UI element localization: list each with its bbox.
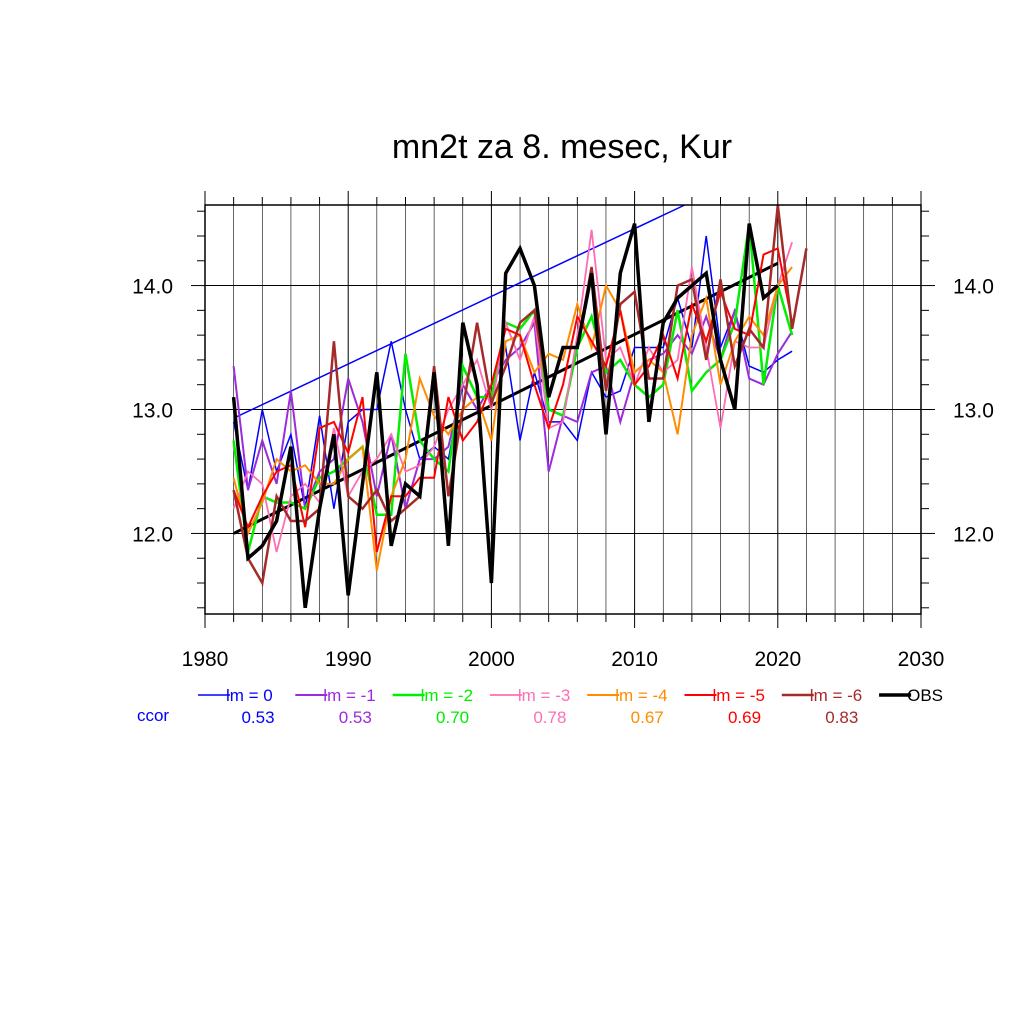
- x-tick-label: 2000: [468, 648, 515, 671]
- upper-trend-line: [233, 204, 686, 419]
- legend-entry-label: lm = -6: [810, 686, 862, 705]
- legend-entry-label: lm = -4: [615, 686, 667, 705]
- ccor-value: 0.78: [533, 708, 566, 727]
- y-tick-label-left: 13.0: [132, 400, 173, 423]
- chart-title: mn2t za 8. mesec, Kur: [392, 128, 732, 166]
- series-line-2: [232, 223, 794, 553]
- legend-entry-label: lm = 0: [226, 686, 273, 705]
- grid: [205, 205, 921, 614]
- legend: ccor lm = 0 0.53 lm = -1 0.53 lm = -2 0.70 lm =…: [137, 686, 943, 727]
- ccor-value: 0.67: [631, 708, 664, 727]
- y-tick-label-right: 13.0: [953, 400, 994, 423]
- x-tick-label: 2030: [898, 648, 945, 671]
- legend-entry-label: lm = -2: [421, 686, 473, 705]
- y-tick-label-right: 14.0: [953, 276, 994, 299]
- series-line-7: [231, 223, 779, 609]
- ccor-label: ccor: [137, 706, 169, 725]
- series-lines: [231, 204, 808, 609]
- x-tick-label: 2020: [754, 648, 801, 671]
- ccor-value: 0.83: [825, 708, 858, 727]
- plot-frame: [204, 204, 922, 615]
- legend-entry-label: lm = -1: [323, 686, 375, 705]
- legend-entry-label: OBS: [907, 686, 943, 705]
- tick-labels: 1980 1990 2000 2010 2020 2030 12.0 12.0 13.0 13.0…: [132, 276, 994, 671]
- series-line-6: [232, 204, 808, 587]
- ccor-value: 0.70: [436, 708, 469, 727]
- ccor-value: 0.69: [728, 708, 761, 727]
- axis-ticks: [191, 191, 935, 628]
- ccor-value: 0.53: [339, 708, 372, 727]
- x-tick-label: 2010: [611, 648, 658, 671]
- legend-entry-label: lm = -3: [518, 686, 570, 705]
- y-tick-label-left: 14.0: [132, 276, 173, 299]
- legend-entry-label: lm = -5: [713, 686, 765, 705]
- x-tick-label: 1980: [182, 648, 229, 671]
- ccor-value: 0.53: [241, 708, 274, 727]
- y-tick-label-left: 12.0: [132, 523, 173, 546]
- y-tick-label-right: 12.0: [953, 523, 994, 546]
- x-tick-label: 1990: [325, 648, 372, 671]
